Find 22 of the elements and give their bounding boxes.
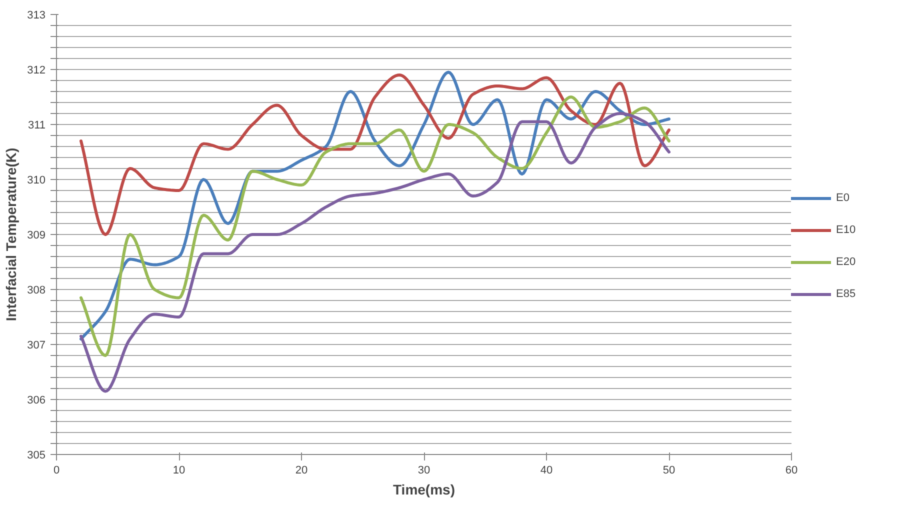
x-tick-label: 20	[295, 464, 308, 476]
legend-label: E0	[836, 192, 850, 204]
y-tick-label: 310	[27, 174, 46, 186]
y-axis-title: Interfacial Temperature(K)	[3, 148, 20, 322]
x-tick-label: 10	[172, 464, 186, 476]
y-tick-label: 307	[27, 340, 46, 352]
legend-label: E20	[836, 256, 856, 268]
y-tick-label: 311	[28, 120, 46, 132]
y-tick-label: 305	[27, 450, 46, 462]
x-tick-label: 0	[53, 464, 60, 476]
legend-label: E85	[836, 288, 856, 300]
x-axis-title: Time(ms)	[393, 482, 455, 498]
x-tick-label: 40	[540, 464, 553, 476]
x-tick-label: 30	[418, 464, 430, 476]
y-tick-label: 309	[27, 230, 46, 242]
x-tick-label: 60	[785, 464, 798, 476]
y-tick-label: 308	[27, 284, 46, 296]
y-tick-label: 312	[27, 64, 46, 76]
y-tick-label: 306	[27, 394, 46, 406]
x-tick-label: 50	[662, 464, 676, 476]
y-tick-label: 313	[27, 10, 46, 22]
legend-label: E10	[836, 224, 856, 236]
